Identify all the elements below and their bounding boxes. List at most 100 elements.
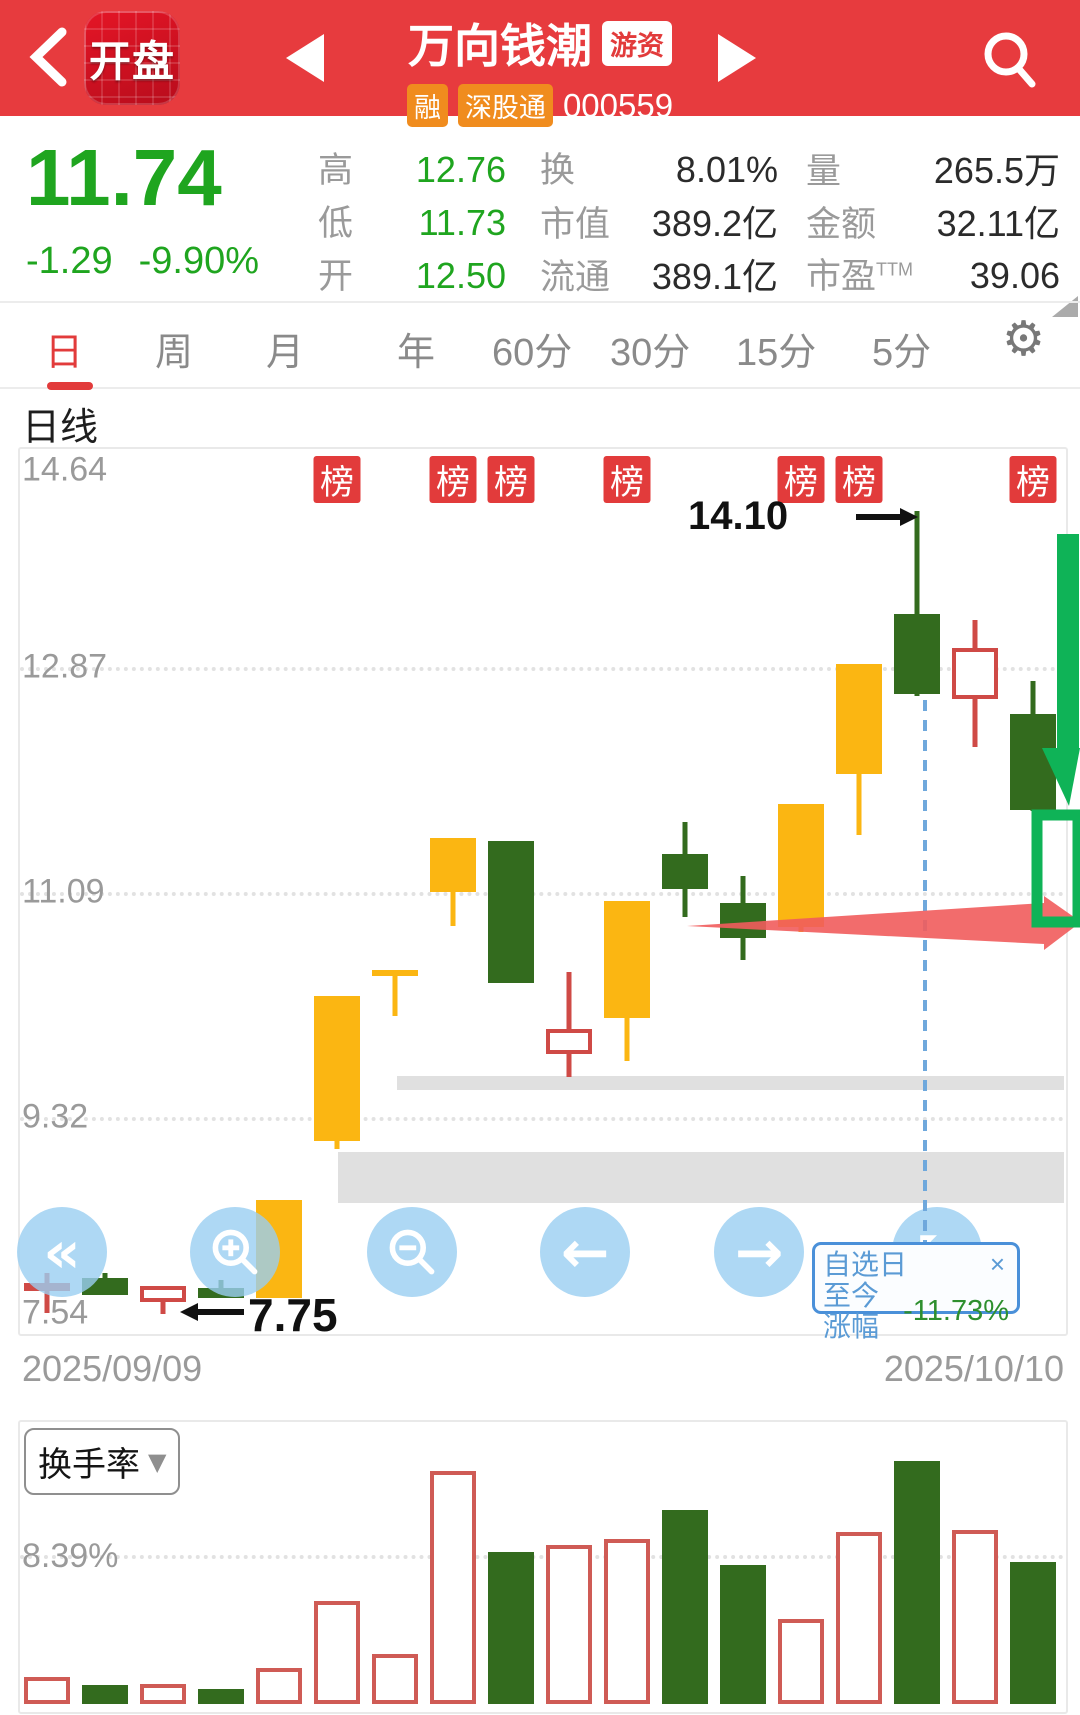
turnover-bar-day-16[interactable] <box>894 1461 940 1704</box>
nav-zoom-in-button[interactable] <box>190 1207 280 1297</box>
nav-pan-right-button[interactable]: → <box>714 1207 804 1297</box>
turnover-bar-day-8[interactable] <box>430 1471 476 1704</box>
tab-period-2[interactable]: 周 <box>155 332 194 374</box>
prev-stock-icon[interactable] <box>286 34 324 82</box>
app-logo[interactable]: 开盘 <box>84 11 180 105</box>
high-price-annotation: 14.10 <box>688 494 789 538</box>
zoom-out-icon <box>389 1229 435 1275</box>
dragon-tiger-badge[interactable]: 榜 <box>603 456 651 503</box>
candle-day-15[interactable] <box>836 664 882 774</box>
candle-day-14[interactable] <box>778 804 824 927</box>
turnover-bar-day-17[interactable] <box>952 1530 998 1704</box>
stat-value: 12.50 <box>415 255 506 296</box>
turnover-bar-day-13[interactable] <box>720 1565 766 1704</box>
candle-day-7[interactable] <box>372 970 418 976</box>
date-range-end: 2025/10/10 <box>883 1348 1064 1389</box>
tab-period-6[interactable]: 30分 <box>610 332 691 374</box>
candle-day-16[interactable] <box>894 614 940 694</box>
turnover-bar-day-11[interactable] <box>604 1539 650 1704</box>
dragon-tiger-badge[interactable]: 榜 <box>835 456 883 503</box>
search-icon[interactable] <box>980 28 1042 90</box>
candle-day-8[interactable] <box>430 838 476 892</box>
turnover-bar-day-7[interactable] <box>372 1654 418 1704</box>
turnover-bar-day-5[interactable] <box>256 1668 302 1704</box>
fast-backward-icon: « <box>43 1218 81 1286</box>
candle-day-3[interactable] <box>140 1286 186 1302</box>
settings-gear-icon[interactable]: ⚙ <box>1002 311 1046 367</box>
low-price-annotation: 7.75 <box>248 1289 338 1341</box>
dragon-tiger-badge[interactable]: 榜 <box>1009 456 1057 503</box>
stat-label: 高 <box>318 151 354 190</box>
stat-label: 换 <box>540 151 576 190</box>
candle-day-12[interactable] <box>662 854 708 889</box>
date-range-start: 2025/09/09 <box>22 1348 203 1389</box>
stats-col-2: 换 8.01% 市值 389.2亿 流通 389.1亿 <box>540 142 778 297</box>
candle-day-17[interactable] <box>952 648 998 699</box>
turnover-bar-day-6[interactable] <box>314 1601 360 1704</box>
turnover-bar-day-15[interactable] <box>836 1532 882 1704</box>
gray-zone-band-2 <box>338 1152 1064 1203</box>
tab-period-5[interactable]: 60分 <box>492 332 573 374</box>
candle-day-6[interactable] <box>314 996 360 1141</box>
dragon-tiger-badge[interactable]: 榜 <box>777 456 825 503</box>
y-axis-label: 11.09 <box>22 872 105 911</box>
stat-label: 流通 <box>540 258 611 297</box>
connect-tag: 深股通 <box>457 84 553 127</box>
turnover-bar-day-3[interactable] <box>140 1684 186 1704</box>
stat-value: 11.73 <box>418 202 506 243</box>
chevron-down-icon: ▼ <box>148 1447 167 1476</box>
turnover-bar-day-18[interactable] <box>1010 1562 1056 1704</box>
stats-col-3: 量 265.5万 金额 32.11亿 市盈TTM 39.06 <box>806 142 1060 296</box>
stat-value: 265.5万 <box>933 150 1060 191</box>
nav-pan-left-button[interactable]: ← <box>540 1207 630 1297</box>
dragon-tiger-badge[interactable]: 榜 <box>429 456 477 503</box>
hot-money-badge: 游资 <box>602 20 672 66</box>
indicator-selector[interactable]: 换手率 ▼ <box>24 1428 181 1495</box>
stat-value: 39.06 <box>969 255 1060 296</box>
turnover-bar-day-1[interactable] <box>24 1677 70 1704</box>
gray-zone-band-1 <box>397 1076 1064 1090</box>
volume-panel[interactable] <box>18 1420 1068 1714</box>
stat-value: 389.2亿 <box>651 203 778 244</box>
dragon-tiger-badge[interactable]: 榜 <box>313 456 361 503</box>
turnover-bar-day-12[interactable] <box>662 1510 708 1704</box>
volume-grid-label: 8.39% <box>22 1537 119 1575</box>
dragon-tiger-badge[interactable]: 榜 <box>487 456 535 503</box>
stat-label: 市盈TTM <box>806 257 913 296</box>
turnover-bar-day-14[interactable] <box>778 1619 824 1704</box>
tooltip-metric-label: 至今涨幅 <box>823 1280 880 1342</box>
stat-label: 开 <box>318 257 354 296</box>
candle-day-10[interactable] <box>546 1029 592 1054</box>
price-gridline <box>20 892 1064 896</box>
tab-period-1[interactable]: 日 <box>45 321 93 390</box>
candle-day-13[interactable] <box>720 903 766 938</box>
tab-period-3[interactable]: 月 <box>266 332 305 374</box>
stats-col-1: 高 12.76 低 11.73 开 12.50 <box>318 142 506 296</box>
candle-day-9[interactable] <box>488 841 534 983</box>
app-logo-label: 开盘 <box>88 37 175 85</box>
candle-day-18[interactable] <box>1010 714 1056 810</box>
change-abs: -1.29 <box>26 240 113 282</box>
zoom-in-icon <box>212 1229 258 1275</box>
stat-value: 32.11亿 <box>936 203 1060 244</box>
turnover-bar-day-4[interactable] <box>198 1689 244 1704</box>
next-stock-icon[interactable] <box>718 34 756 82</box>
tab-period-4[interactable]: 年 <box>397 332 436 374</box>
nav-fast-backward-button[interactable]: « <box>17 1207 107 1297</box>
turnover-bar-day-2[interactable] <box>82 1685 128 1704</box>
nav-zoom-out-button[interactable] <box>367 1207 457 1297</box>
tab-period-7[interactable]: 15分 <box>736 332 817 374</box>
y-axis-label: 7.54 <box>22 1293 89 1332</box>
price-change: -1.29 -9.90% <box>26 240 259 283</box>
tooltip-title: 自选日 <box>823 1249 908 1280</box>
stat-value: 389.1亿 <box>651 256 778 297</box>
turnover-bar-day-10[interactable] <box>546 1545 592 1704</box>
back-icon[interactable] <box>26 26 70 88</box>
tooltip-close-icon[interactable]: × <box>989 1249 1005 1279</box>
watchlist-tooltip[interactable]: 自选日 × 至今涨幅 -11.73% <box>812 1242 1020 1342</box>
tab-period-8[interactable]: 5分 <box>872 332 932 374</box>
turnover-bar-day-9[interactable] <box>488 1552 534 1704</box>
stat-label: 金额 <box>806 205 877 244</box>
candle-day-11[interactable] <box>604 901 650 1018</box>
